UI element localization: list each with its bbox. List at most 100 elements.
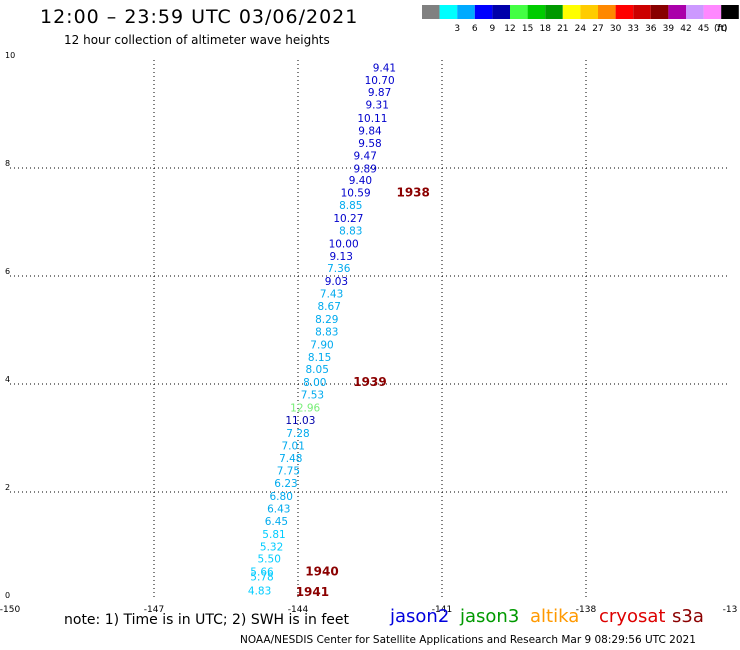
colorbar-swatch: [474, 5, 493, 19]
legend-altika: altika: [530, 606, 580, 627]
wave-height-label: 7.48: [279, 453, 302, 465]
colorbar-swatch: [633, 5, 651, 19]
colorbar-swatch: [615, 5, 634, 19]
colorbar-swatch: [703, 5, 722, 19]
colorbar-swatch: [598, 5, 616, 19]
wave-height-label: 9.31: [366, 100, 389, 112]
colorbar-tick-label: 3: [454, 24, 460, 34]
wave-height-label: 5.81: [262, 529, 285, 541]
time-label: 1941: [296, 585, 329, 599]
x-tick-label: -147: [144, 605, 164, 615]
colorbar-tick-label: 18: [539, 24, 551, 34]
wave-height-label: 8.83: [315, 326, 338, 338]
colorbar-tick-label: 36: [645, 24, 657, 34]
chart-title: 12:00 – 23:59 UTC 03/06/2021: [40, 6, 359, 28]
y-tick-label: 4: [5, 375, 10, 384]
colorbar-tick-label: 27: [592, 24, 603, 34]
colorbar-tick-label: 45: [698, 24, 709, 34]
colorbar: 3 6 9 12 15 18 21 24 27 30 33 36 39 42 45 70(ft): [422, 5, 739, 34]
wave-height-label: 10.70: [365, 75, 395, 87]
colorbar-tick-label: 39: [663, 24, 675, 34]
wave-height-label: 8.85: [339, 200, 362, 212]
x-tick-label: -138: [576, 605, 597, 615]
colorbar-tick-label: 33: [627, 24, 638, 34]
colorbar-swatch: [686, 5, 704, 19]
legend-s3a: s3a: [672, 606, 704, 627]
colorbar-swatch: [492, 5, 510, 19]
colorbar-swatch: [422, 5, 440, 19]
wave-height-label: 5.32: [260, 541, 283, 553]
colorbar-swatch: [650, 5, 669, 19]
colorbar-swatch: [562, 5, 581, 19]
wave-height-label: 7.53: [301, 390, 324, 402]
wave-height-label: 4.83: [248, 586, 271, 598]
wave-height-label: 9.03: [325, 276, 348, 288]
wave-height-label: 5.78: [250, 572, 273, 584]
wave-height-label: 9.87: [368, 87, 391, 99]
wave-height-label: 8.67: [318, 301, 341, 313]
y-tick-label: 8: [5, 159, 10, 168]
wave-height-label: 9.40: [349, 175, 372, 187]
legend-cryosat: cryosat: [599, 606, 666, 627]
wave-height-label: 9.89: [354, 163, 377, 175]
legend-jason3: jason3: [460, 606, 520, 627]
colorbar-swatch: [457, 5, 475, 19]
y-tick-label: 2: [5, 483, 10, 492]
wave-height-label: 6.45: [265, 516, 288, 528]
wave-height-label: 9.84: [358, 126, 382, 138]
wave-height-label: 6.43: [267, 504, 290, 516]
y-tick-label: 6: [5, 267, 10, 276]
time-label: 1939: [353, 375, 386, 389]
colorbar-tick-label: 12: [504, 24, 515, 34]
colorbar-swatch: [721, 5, 739, 19]
wave-height-label: 10.11: [357, 113, 387, 125]
wave-height-label: 9.47: [354, 150, 377, 162]
time-label: 1938: [396, 186, 429, 200]
x-tick-label: -13: [723, 605, 738, 615]
y-tick-label: 0: [5, 591, 10, 600]
wave-height-label: 12.96: [290, 403, 320, 415]
colorbar-unit-label: (ft): [714, 24, 728, 34]
wave-height-label: 7.36: [327, 263, 351, 275]
wave-height-label: 7.43: [320, 289, 343, 301]
wave-height-label: 8.29: [315, 314, 338, 326]
colorbar-swatch: [439, 5, 458, 19]
chart-subtitle: 12 hour collection of altimeter wave hei…: [64, 33, 330, 47]
x-tick-label: -141: [432, 605, 452, 615]
wave-height-label: 7.90: [310, 339, 333, 351]
wave-height-label: 8.83: [339, 225, 362, 237]
legend-jason2: jason2: [390, 606, 450, 627]
colorbar-swatch: [527, 5, 546, 19]
colorbar-tick-label: 9: [490, 24, 496, 34]
wave-height-label: 8.05: [306, 364, 329, 376]
wave-height-label: 8.15: [308, 352, 331, 364]
wave-height-label: 8.00: [303, 377, 326, 389]
wave-height-label: 6.23: [274, 478, 297, 490]
wave-height-label: 7.01: [282, 440, 305, 452]
colorbar-swatch: [545, 5, 563, 19]
wave-height-label: 5.50: [258, 554, 281, 566]
colorbar-swatch: [580, 5, 598, 19]
time-label: 1940: [305, 565, 338, 579]
wave-height-label: 7.28: [286, 428, 309, 440]
wave-height-label: 7.75: [277, 466, 300, 478]
colorbar-tick-label: 42: [680, 24, 691, 34]
colorbar-tick-label: 6: [472, 24, 478, 34]
wave-height-label: 10.27: [333, 213, 363, 225]
wave-height-label: 9.13: [330, 251, 353, 263]
wave-height-label: 6.80: [270, 491, 293, 503]
wave-height-label: 9.41: [373, 62, 396, 74]
note-text: note: 1) Time is in UTC; 2) SWH is in fe…: [64, 612, 350, 628]
y-tick-label: 10: [5, 51, 15, 60]
x-tick-label: -144: [288, 605, 309, 615]
colorbar-tick-label: 70: [715, 24, 727, 34]
x-tick-label: -150: [0, 605, 20, 615]
colorbar-tick-label: 21: [557, 24, 568, 34]
wave-height-label: 10.59: [341, 188, 371, 200]
colorbar-tick-label: 15: [522, 24, 533, 34]
colorbar-tick-label: 30: [610, 24, 622, 34]
credit-line: NOAA/NESDIS Center for Satellite Applica…: [240, 634, 696, 646]
wave-height-label: 10.00: [329, 238, 359, 250]
